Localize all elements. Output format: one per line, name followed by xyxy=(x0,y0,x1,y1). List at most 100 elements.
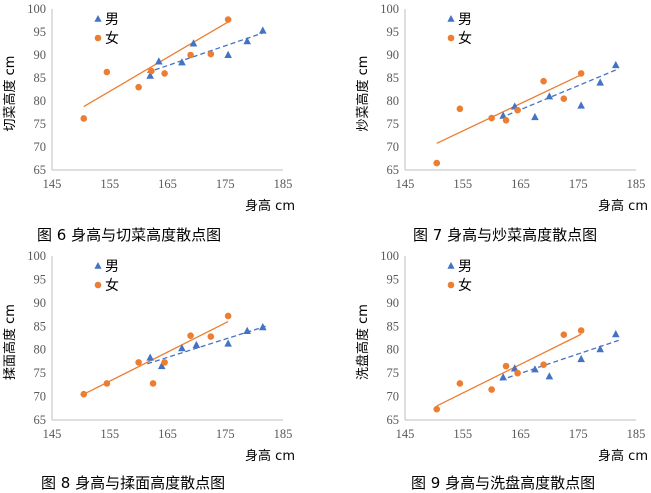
legend-entry-male: 男 xyxy=(447,259,472,275)
data-point-female xyxy=(135,83,142,91)
x-axis-label: 身高 cm xyxy=(245,198,295,214)
y-tick-label: 85 xyxy=(387,319,400,333)
data-point-female xyxy=(560,331,568,339)
x-tick-label: 175 xyxy=(569,427,588,441)
legend-entry-male: 男 xyxy=(94,12,119,28)
y-tick-label: 75 xyxy=(34,366,47,380)
y-tick-label: 95 xyxy=(34,272,47,286)
x-tick-label: 185 xyxy=(627,177,646,191)
y-tick-label: 80 xyxy=(34,343,47,357)
y-tick-label: 65 xyxy=(34,163,47,177)
legend-entry-female: 女 xyxy=(447,30,472,47)
x-tick-label: 145 xyxy=(396,427,415,441)
y-tick-label: 85 xyxy=(34,71,47,85)
y-tick-label: 90 xyxy=(387,48,400,62)
data-point-female xyxy=(135,359,142,366)
data-point-male xyxy=(146,353,154,361)
legend-marker xyxy=(447,15,455,22)
data-point-female xyxy=(80,115,88,122)
data-point-female xyxy=(502,362,510,370)
x-tick-label: 155 xyxy=(453,427,472,441)
y-tick-label: 80 xyxy=(387,343,400,357)
x-tick-label: 165 xyxy=(511,177,530,191)
legend-marker xyxy=(94,15,102,22)
data-point-male xyxy=(577,101,585,109)
y-tick-label: 75 xyxy=(387,117,400,131)
x-tick-label: 185 xyxy=(274,427,293,441)
data-point-female xyxy=(207,333,215,340)
data-point-male xyxy=(243,37,251,45)
data-point-female xyxy=(514,369,521,377)
legend-entry-female: 女 xyxy=(447,277,472,294)
y-axis-label: 洗盘高度 cm xyxy=(355,304,371,380)
y-axis-label: 炒菜高度 cm xyxy=(355,56,371,132)
data-point-male xyxy=(545,92,554,100)
y-tick-label: 100 xyxy=(27,2,46,16)
y-tick-label: 85 xyxy=(34,319,47,333)
data-point-female xyxy=(149,380,157,387)
y-tick-label: 90 xyxy=(387,296,400,310)
data-point-female xyxy=(207,50,215,58)
x-tick-label: 145 xyxy=(43,177,62,191)
x-tick-label: 155 xyxy=(100,177,119,191)
caption-fig8: 图 8 身高与揉面高度散点图 xyxy=(41,474,226,492)
x-tick-label: 155 xyxy=(100,427,119,441)
x-tick-label: 175 xyxy=(216,177,235,191)
y-tick-label: 85 xyxy=(387,71,400,85)
legend-marker xyxy=(447,281,455,289)
x-tick-label: 185 xyxy=(274,177,293,191)
data-point-female xyxy=(514,106,521,114)
data-point-female xyxy=(224,16,232,23)
data-point-male xyxy=(510,364,519,372)
data-point-male xyxy=(545,372,554,380)
y-tick-label: 95 xyxy=(387,25,400,39)
legend-marker xyxy=(94,34,102,42)
y-tick-label: 65 xyxy=(387,163,400,177)
data-point-female xyxy=(577,70,585,77)
legend-entry-female: 女 xyxy=(94,277,119,294)
x-axis-label: 身高 cm xyxy=(245,448,295,464)
data-point-male xyxy=(596,345,604,353)
data-point-male xyxy=(178,344,186,352)
data-point-female xyxy=(103,68,111,76)
data-point-male xyxy=(243,326,251,334)
data-point-male xyxy=(531,112,539,121)
x-axis-label: 身高 cm xyxy=(598,198,648,214)
data-point-female xyxy=(488,114,495,122)
data-point-male xyxy=(531,365,539,373)
trendline-female xyxy=(436,333,582,407)
data-point-male xyxy=(611,60,620,69)
legend-label: 女 xyxy=(458,277,472,294)
x-tick-label: 145 xyxy=(396,177,415,191)
scatter-chart-7: 65 70 75 80 85 90 95 100 145 155 165 175 185 身高 cm 炒菜高… xyxy=(355,2,648,214)
data-point-female xyxy=(103,380,111,387)
y-tick-label: 65 xyxy=(387,413,400,427)
data-point-male xyxy=(157,361,166,370)
data-point-female xyxy=(502,117,510,124)
data-point-female xyxy=(560,95,568,102)
y-tick-label: 80 xyxy=(34,94,47,108)
x-axis-label: 身高 cm xyxy=(598,448,648,464)
legend-label: 女 xyxy=(105,30,119,47)
legend-label: 男 xyxy=(458,259,472,275)
data-point-female xyxy=(187,332,194,339)
data-point-female xyxy=(148,67,155,75)
scatter-chart-9: 65 70 75 80 85 90 95 100 145 155 165 175 185 身高 cm 洗盘高… xyxy=(355,249,648,464)
data-point-male xyxy=(499,373,507,381)
data-point-male xyxy=(224,50,232,58)
data-point-female xyxy=(187,51,194,59)
trendline-male xyxy=(500,68,619,119)
data-point-female xyxy=(540,361,547,369)
scatter-chart-6: 65 70 75 80 85 90 95 100 145 155 165 175 185 身高 cm 切菜高… xyxy=(2,2,295,214)
y-tick-label: 70 xyxy=(34,390,47,404)
x-tick-label: 155 xyxy=(453,177,472,191)
x-tick-label: 165 xyxy=(158,177,177,191)
legend-label: 男 xyxy=(105,259,119,275)
data-point-male xyxy=(146,71,154,79)
x-tick-label: 175 xyxy=(216,427,235,441)
y-tick-label: 75 xyxy=(387,366,400,380)
y-axis-label: 切菜高度 cm xyxy=(2,56,18,132)
legend-entry-female: 女 xyxy=(94,30,119,47)
x-tick-label: 185 xyxy=(627,427,646,441)
